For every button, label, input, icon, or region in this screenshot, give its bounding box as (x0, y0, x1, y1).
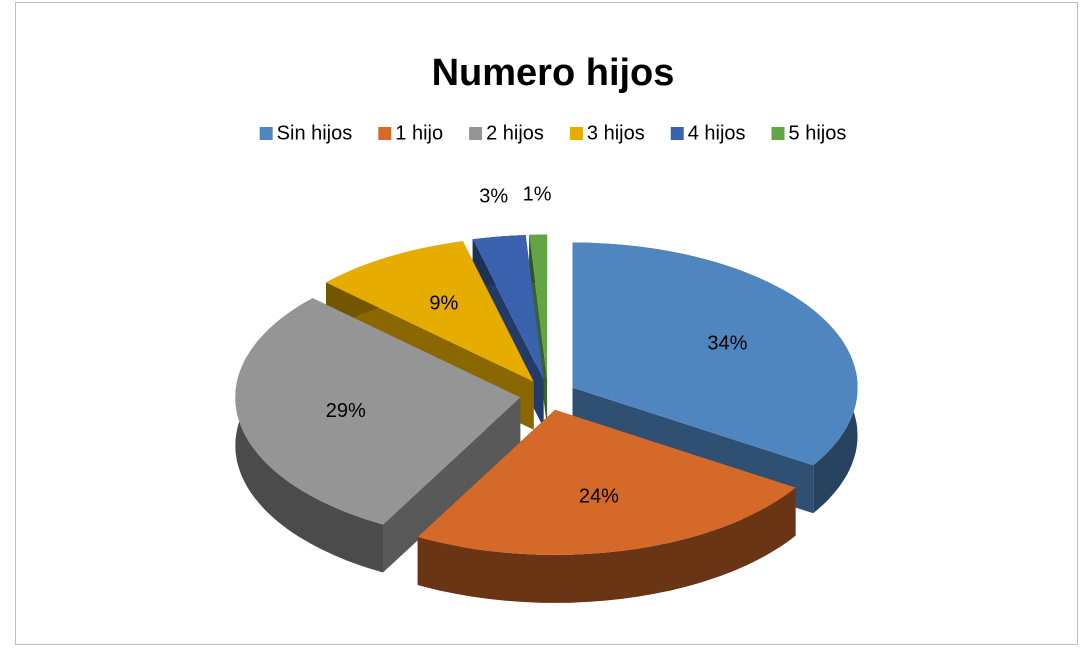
legend-label: 4 hijos (688, 122, 746, 144)
data-label: 1% (523, 184, 552, 206)
chart-title: Numero hijos (432, 52, 675, 94)
slice (417, 409, 796, 555)
slice (529, 234, 548, 380)
slice (235, 298, 521, 525)
legend-label: 5 hijos (789, 122, 847, 144)
data-label: 34% (707, 333, 747, 355)
legend-swatch (469, 127, 483, 140)
legend-label: 1 hijo (395, 122, 443, 144)
data-label: 9% (429, 293, 458, 315)
legend-swatch (259, 127, 273, 140)
legend-swatch (670, 127, 684, 140)
slice (472, 235, 544, 380)
slice (326, 241, 534, 382)
slice-wall (417, 487, 796, 603)
legend-swatch (378, 127, 392, 140)
legend-swatch (569, 127, 583, 140)
legend-label: 2 hijos (486, 122, 544, 144)
legend: Sin hijos 1 hijo 2 hijos 3 hijos 4 hijos 5 hi… (259, 122, 847, 144)
data-label: 3% (479, 186, 508, 208)
data-label: 29% (326, 400, 366, 422)
slice (572, 242, 858, 466)
legend-swatch (771, 127, 785, 140)
slice-cut-face (383, 397, 521, 573)
legend-label: 3 hijos (587, 122, 645, 144)
pie: 34% 24% 29% 9% 3% 1% (235, 184, 858, 603)
data-label: 24% (579, 485, 619, 507)
legend-label: Sin hijos (277, 122, 353, 144)
